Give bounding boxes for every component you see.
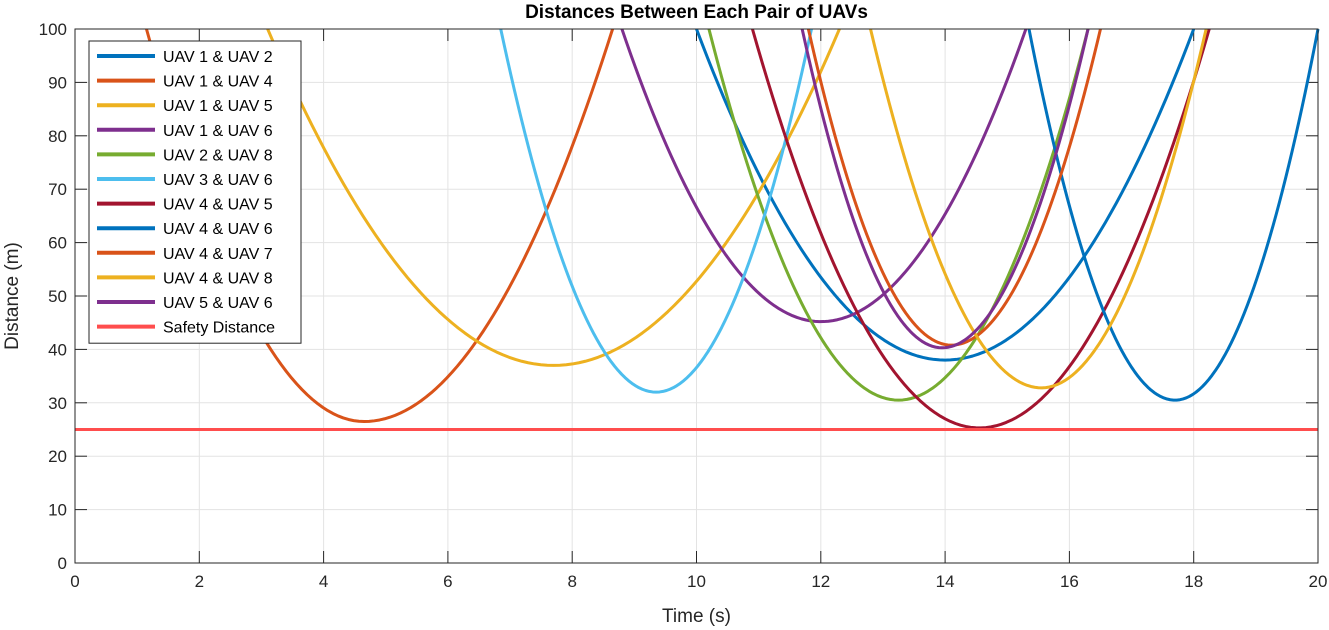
series-line-uav-4-uav-8 (869, 28, 1208, 390)
y-tick-label: 90 (48, 73, 67, 92)
x-axis-title: Time (s) (662, 606, 731, 627)
legend-label: UAV 1 & UAV 5 (163, 98, 273, 115)
axes-box (74, 28, 1319, 564)
series-line-uav-4-uav-5 (750, 28, 1211, 430)
series-lines (75, 28, 1320, 431)
legend-items: UAV 1 & UAV 2 UAV 1 & UAV 4 UAV 1 & UAV 5 U… (97, 49, 275, 337)
y-tick-label: 0 (58, 554, 67, 573)
series-line-uav-2-uav-8 (707, 28, 1090, 402)
legend-label: UAV 3 & UAV 6 (163, 172, 273, 189)
y-tick-label: 40 (48, 340, 67, 359)
x-tick-label: 2 (195, 572, 204, 591)
y-tick-label: 80 (48, 127, 67, 146)
series-line-uav-1-uav-5 (266, 28, 841, 367)
y-tick-label: 50 (48, 287, 67, 306)
x-tick-label: 8 (567, 572, 576, 591)
y-tick-label: 20 (48, 447, 67, 466)
x-tick-label: 16 (1060, 572, 1079, 591)
legend-label: UAV 4 & UAV 8 (163, 270, 273, 287)
y-tick-label: 10 (48, 501, 67, 520)
legend-label: UAV 1 & UAV 6 (163, 123, 273, 140)
y-tick-label: 60 (48, 234, 67, 253)
y-tick-label: 30 (48, 394, 67, 413)
series-line-uav-5-uav-6 (800, 28, 1090, 350)
series-line-uav-3-uav-6 (499, 28, 813, 394)
x-tick-label: 12 (811, 572, 830, 591)
chart-title: Distances Between Each Pair of UAVs (525, 2, 868, 23)
legend-box (88, 40, 302, 344)
legend-label: UAV 1 & UAV 4 (163, 74, 273, 91)
x-tick-label: 14 (936, 572, 955, 591)
y-tick-label: 70 (48, 180, 67, 199)
legend-label: UAV 2 & UAV 8 (163, 147, 273, 164)
series-line-uav-1-uav-2 (695, 28, 1196, 362)
x-tick-label: 18 (1184, 572, 1203, 591)
legend-label: UAV 1 & UAV 2 (163, 49, 273, 66)
tick-labels: 0 2 4 6 8 10 12 14 16 18 20 0 10 20 30 40 50 60 70 80 90 100 (39, 20, 1328, 591)
legend-label: UAV 4 & UAV 6 (163, 221, 273, 238)
series-line-uav-4-uav-6 (1027, 28, 1320, 402)
x-tick-label: 4 (319, 572, 328, 591)
x-tick-label: 10 (687, 572, 706, 591)
legend-label: UAV 4 & UAV 5 (163, 197, 273, 214)
legend-label: UAV 4 & UAV 7 (163, 246, 273, 263)
x-tick-label: 20 (1309, 572, 1328, 591)
x-tick-label: 0 (70, 572, 79, 591)
legend-label: UAV 5 & UAV 6 (163, 295, 273, 312)
x-tick-label: 6 (443, 572, 452, 591)
y-axis-title: Distance (m) (2, 242, 23, 350)
y-tick-label: 100 (39, 20, 67, 39)
legend: UAV 1 & UAV 2 UAV 1 & UAV 4 UAV 1 & UAV 5 U… (88, 40, 302, 344)
legend-label: Safety Distance (163, 320, 275, 337)
series-line-uav-1-uav-6 (620, 28, 1028, 324)
